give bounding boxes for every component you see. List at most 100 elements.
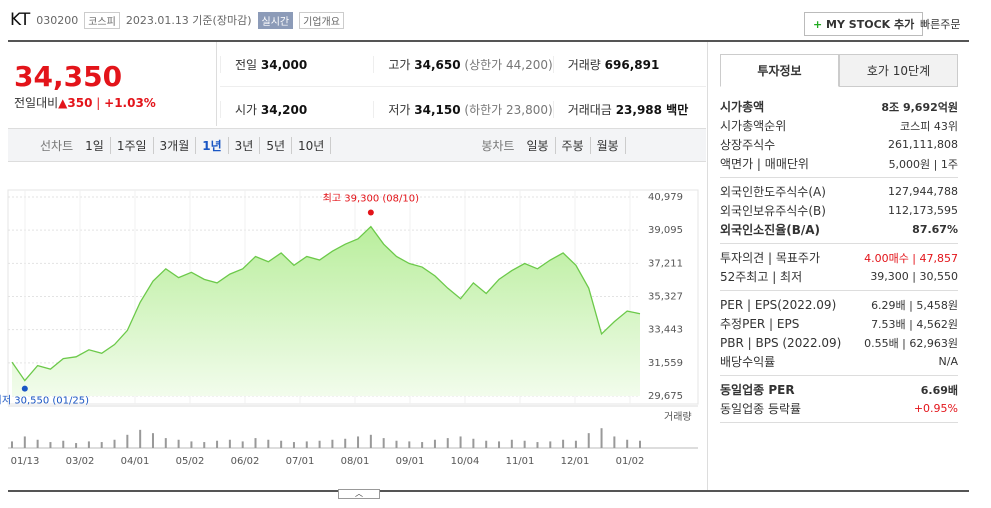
info-value: 6.29배 | 5,458원 bbox=[871, 298, 958, 312]
volume-bar bbox=[433, 439, 436, 448]
info-row: 시가총액순위 코스피 43위 bbox=[720, 116, 958, 135]
info-row: 동일업종 등락률 +0.95% bbox=[720, 399, 958, 418]
info-label: 배당수익률 bbox=[720, 355, 776, 369]
volume-bar bbox=[485, 440, 488, 448]
info-value: N/A bbox=[938, 355, 958, 368]
stat-extra: (상한가 44,200) bbox=[464, 57, 553, 72]
period-tab[interactable]: 5년 bbox=[260, 136, 293, 154]
info-label: PBR | BPS (2022.09) bbox=[720, 335, 842, 350]
annotation: 최저 30,550 (01/25) bbox=[0, 395, 89, 407]
period-tab[interactable]: 1일 bbox=[79, 136, 111, 154]
info-value: 4.00매수 | 47,857 bbox=[864, 251, 958, 265]
x-tick-label: 10/04 bbox=[451, 456, 480, 467]
info-value: +0.95% bbox=[913, 402, 958, 415]
y-tick-label: 39,095 bbox=[648, 225, 683, 236]
volume-bar bbox=[600, 428, 603, 448]
volume-bar bbox=[87, 441, 90, 448]
price-line bbox=[11, 225, 641, 382]
tab-label: 봉차트 bbox=[481, 138, 515, 153]
stat-cell: 거래량 696,891 bbox=[552, 55, 706, 73]
info-value: 112,173,595 bbox=[888, 204, 958, 217]
y-tick-label: 29,675 bbox=[648, 391, 683, 402]
volume-bar bbox=[216, 440, 219, 448]
change-label: 전일대비 bbox=[14, 96, 59, 110]
info-label: 동일업종 등락률 bbox=[720, 402, 802, 416]
side-tab[interactable]: 투자정보 bbox=[720, 54, 839, 87]
realtime[interactable]: 실시간 bbox=[257, 11, 294, 29]
mystock-text: MY STOCK 추가 bbox=[826, 18, 915, 31]
volume-bar bbox=[292, 442, 295, 448]
y-tick-label: 31,559 bbox=[648, 358, 683, 369]
x-tick-label: 03/02 bbox=[66, 456, 95, 467]
current-price: 34,350 bbox=[14, 60, 123, 93]
extreme-marker bbox=[367, 209, 374, 216]
period-tab[interactable]: 1주일 bbox=[111, 136, 154, 154]
info-row: PBR | BPS (2022.09) 0.55배 | 62,963원 bbox=[720, 333, 958, 352]
stock-name: KT bbox=[10, 10, 31, 30]
volume-bar bbox=[164, 438, 167, 448]
change: 전일대비▲350 | +1.03% bbox=[14, 96, 156, 110]
bong-tab[interactable]: 일봉 bbox=[520, 136, 556, 154]
info-label: 투자의견 | 목표주가 bbox=[720, 251, 820, 265]
side-tab[interactable]: 호가 10단계 bbox=[839, 54, 958, 87]
quick-order[interactable]: 빠른주문 bbox=[920, 18, 961, 31]
y-tick-label: 33,443 bbox=[648, 325, 683, 336]
volume-bar bbox=[523, 440, 526, 448]
info-row: 외국인한도주식수(A) 127,944,788 bbox=[720, 182, 958, 201]
stat-cell: 고가 34,650 (상한가 44,200) bbox=[373, 55, 553, 73]
stat-label: 저가 bbox=[388, 102, 411, 117]
stat-cell: 전일 34,000 bbox=[220, 55, 373, 73]
volume-bar bbox=[613, 436, 616, 448]
volume-bar bbox=[344, 438, 347, 448]
period-tab[interactable]: 3년 bbox=[229, 136, 261, 154]
info-row: 52주최고 | 최저 39,300 | 30,550 bbox=[720, 267, 958, 286]
tab-label: 선차트 bbox=[40, 138, 74, 153]
info-label: 외국인한도주식수(A) bbox=[720, 185, 826, 199]
y-tick-label: 35,327 bbox=[648, 292, 683, 303]
volume-bar bbox=[49, 442, 52, 448]
volume-bar bbox=[549, 441, 552, 448]
volume-bar bbox=[62, 440, 65, 448]
period-tab[interactable]: 3개월 bbox=[154, 136, 197, 154]
info-value: 0.55배 | 62,963원 bbox=[864, 336, 958, 350]
volume-bar bbox=[459, 436, 462, 448]
stat-value: 34,150 bbox=[414, 102, 461, 117]
stat-label: 거래량 bbox=[567, 57, 601, 72]
info-label: 시가총액순위 bbox=[720, 119, 787, 133]
x-tick-label: 01/02 bbox=[616, 456, 645, 467]
collapse-button[interactable]: ︿ bbox=[338, 489, 380, 499]
divider bbox=[8, 40, 969, 42]
volume-bar bbox=[267, 439, 270, 448]
info-label: 추정PER | EPS bbox=[720, 317, 800, 331]
info-label: 상장주식수 bbox=[720, 138, 776, 152]
volume-bar bbox=[100, 442, 103, 448]
company-dropdown[interactable]: 기업개요 bbox=[299, 11, 344, 29]
volume-bar bbox=[574, 440, 577, 448]
volume-bar bbox=[446, 438, 449, 448]
volume-bar bbox=[382, 438, 385, 448]
volume-bar bbox=[177, 439, 180, 448]
info-row: 시가총액 8조 9,692억원 bbox=[720, 97, 958, 116]
volume-bar bbox=[305, 441, 308, 448]
volume-bar bbox=[23, 436, 26, 448]
stat-cell: 저가 34,150 (하한가 23,800) bbox=[373, 100, 553, 118]
info-value: 127,944,788 bbox=[888, 185, 958, 198]
info-row: 액면가 | 매매단위 5,000원 | 1주 bbox=[720, 154, 958, 173]
mystock-button[interactable]: + MY STOCK 추가 bbox=[804, 12, 924, 36]
volume-bar bbox=[369, 434, 372, 448]
period-tab[interactable]: 1년 bbox=[196, 136, 229, 154]
y-tick-label: 37,211 bbox=[648, 258, 683, 269]
stat-cell: 시가 34,200 bbox=[220, 100, 373, 118]
info-group: 시가총액 8조 9,692억원 시가총액순위 코스피 43위 상장주식수 261,111,… bbox=[720, 93, 958, 178]
period-tab[interactable]: 10년 bbox=[292, 136, 332, 154]
stat-cell: 거래대금 23,988 백만 bbox=[552, 100, 706, 118]
stat-value: 696,891 bbox=[604, 57, 660, 72]
info-row: 동일업종 PER 6.69배 bbox=[720, 380, 958, 399]
bong-tab[interactable]: 월봉 bbox=[591, 136, 626, 154]
change-pct: +1.03% bbox=[104, 96, 156, 110]
info-value: 8조 9,692억원 bbox=[881, 100, 958, 114]
info-row: 투자의견 | 목표주가 4.00매수 | 47,857 bbox=[720, 248, 958, 267]
bong-tab[interactable]: 주봉 bbox=[556, 136, 591, 154]
volume-bar bbox=[626, 439, 629, 448]
